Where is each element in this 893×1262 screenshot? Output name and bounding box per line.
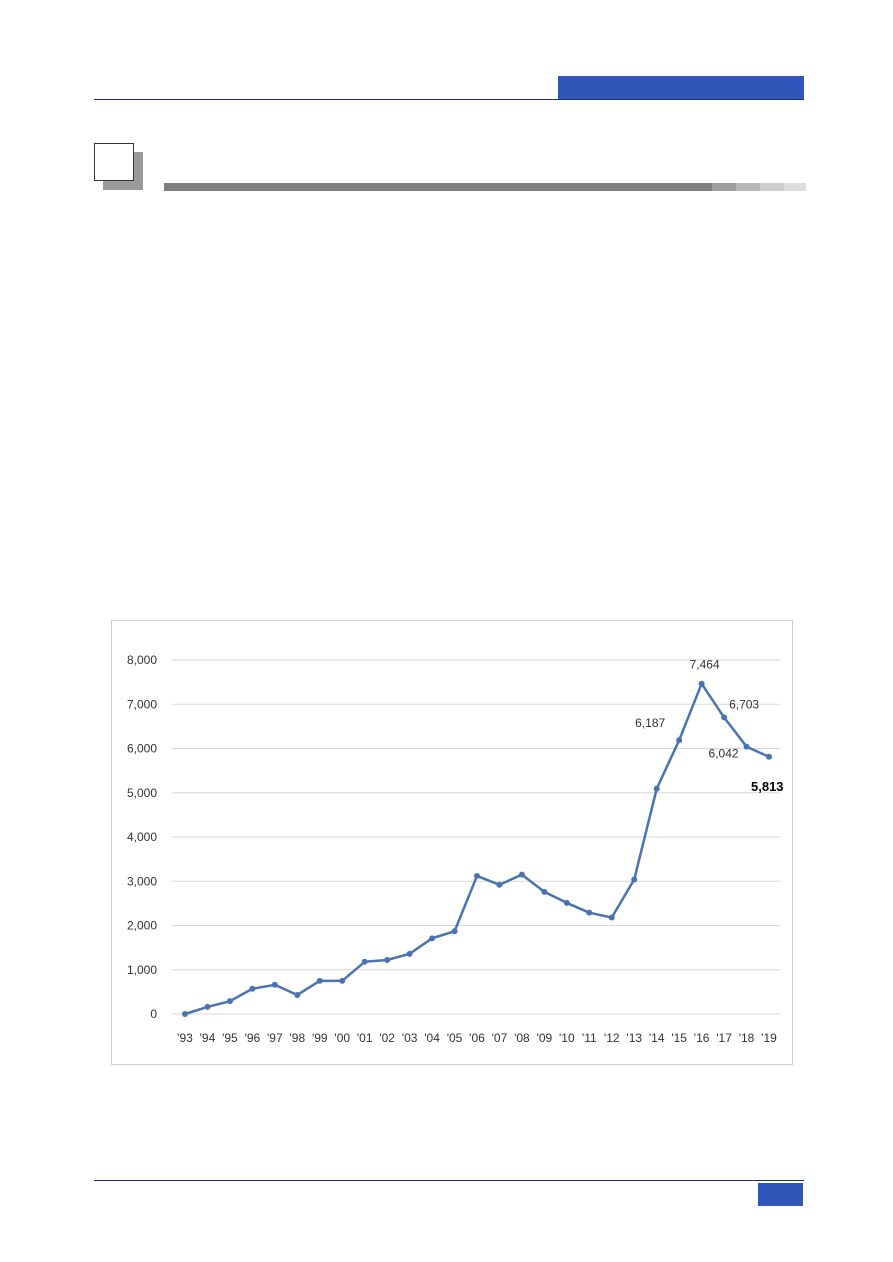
data-point [204,1003,211,1010]
data-point [474,872,480,879]
data-point [316,977,323,984]
data-label: 6,703 [729,697,759,711]
y-tick-label: 3,000 [127,874,157,888]
data-point [518,871,525,878]
x-tick-label: '19 [761,1031,777,1045]
x-tick-label: '14 [649,1031,665,1045]
data-point [226,998,233,1005]
data-point [496,881,503,888]
data-point [406,950,413,957]
data-label: 6,187 [635,716,665,730]
data-label: 7,464 [690,658,720,672]
x-tick-label: '15 [671,1031,687,1045]
x-tick-label: '06 [469,1031,485,1045]
data-point [451,928,458,935]
x-tick-label: '96 [245,1031,261,1045]
x-tick-label: '05 [447,1031,463,1045]
chart-frame: 0 1,000 2,000 3,000 4,000 5,000 6,000 7,000 8,00… [111,620,793,1065]
x-tick-label: '98 [289,1031,305,1045]
data-point [721,714,728,721]
x-tick-label: '93 [177,1031,193,1045]
y-tick-label: 2,000 [127,919,157,933]
x-tick-label: '94 [200,1031,216,1045]
divider-segment-main [164,183,712,191]
y-tick-label: 4,000 [127,830,157,844]
x-tick-label: '08 [514,1031,530,1045]
x-tick-label: '16 [694,1031,710,1045]
data-point [294,991,301,998]
divider-segment-4 [760,183,784,191]
page-number-tab [758,1183,803,1206]
data-label: 6,042 [709,747,739,761]
x-tick-label: '17 [716,1031,732,1045]
x-tick-label: '00 [334,1031,350,1045]
data-point [361,958,368,965]
data-point [429,935,436,942]
x-tick-label: '12 [604,1031,620,1045]
y-tick-label: 7,000 [127,697,157,711]
data-point [631,876,638,883]
x-tick-label: '09 [537,1031,553,1045]
y-tick-label: 1,000 [127,963,157,977]
data-point [586,909,593,916]
data-point [698,680,705,687]
data-point [563,899,570,906]
y-tick-label: 8,000 [127,653,157,667]
data-point [676,737,683,744]
y-tick-label: 6,000 [127,742,157,756]
data-point [743,743,750,750]
data-point [541,888,548,895]
y-tick-label: 0 [150,1007,157,1021]
series-line [183,682,771,1016]
y-tick-label: 5,000 [127,786,157,800]
x-tick-label: '99 [312,1031,328,1045]
data-point [339,977,346,984]
x-tick-label: '97 [267,1031,283,1045]
x-tick-label: '11 [582,1031,597,1045]
footer-rule [94,1180,804,1181]
x-tick-label: '10 [559,1031,575,1045]
data-point [182,1011,188,1017]
x-tick-label: '07 [492,1031,508,1045]
x-tick-label: '03 [402,1031,418,1045]
x-tick-label: '95 [222,1031,238,1045]
x-tick-label: '18 [739,1031,755,1045]
data-label: 5,813 [751,779,784,794]
divider-segment-3 [736,183,760,191]
data-point [271,981,278,988]
divider-segment-2 [712,183,736,191]
data-point [766,753,772,760]
divider-segment-5 [784,183,806,191]
x-tick-label: '13 [626,1031,642,1045]
data-point [384,957,391,964]
header-accent-tab [558,76,804,100]
data-point [608,914,615,921]
x-tick-label: '02 [379,1031,395,1045]
data-point [249,985,256,992]
x-tick-label: '04 [424,1031,440,1045]
section-marker-box [94,143,134,181]
data-point [653,785,660,792]
line-chart: 0 1,000 2,000 3,000 4,000 5,000 6,000 7,000 8,00… [127,653,784,1045]
x-tick-label: '01 [357,1031,373,1045]
header-rule [94,99,804,100]
